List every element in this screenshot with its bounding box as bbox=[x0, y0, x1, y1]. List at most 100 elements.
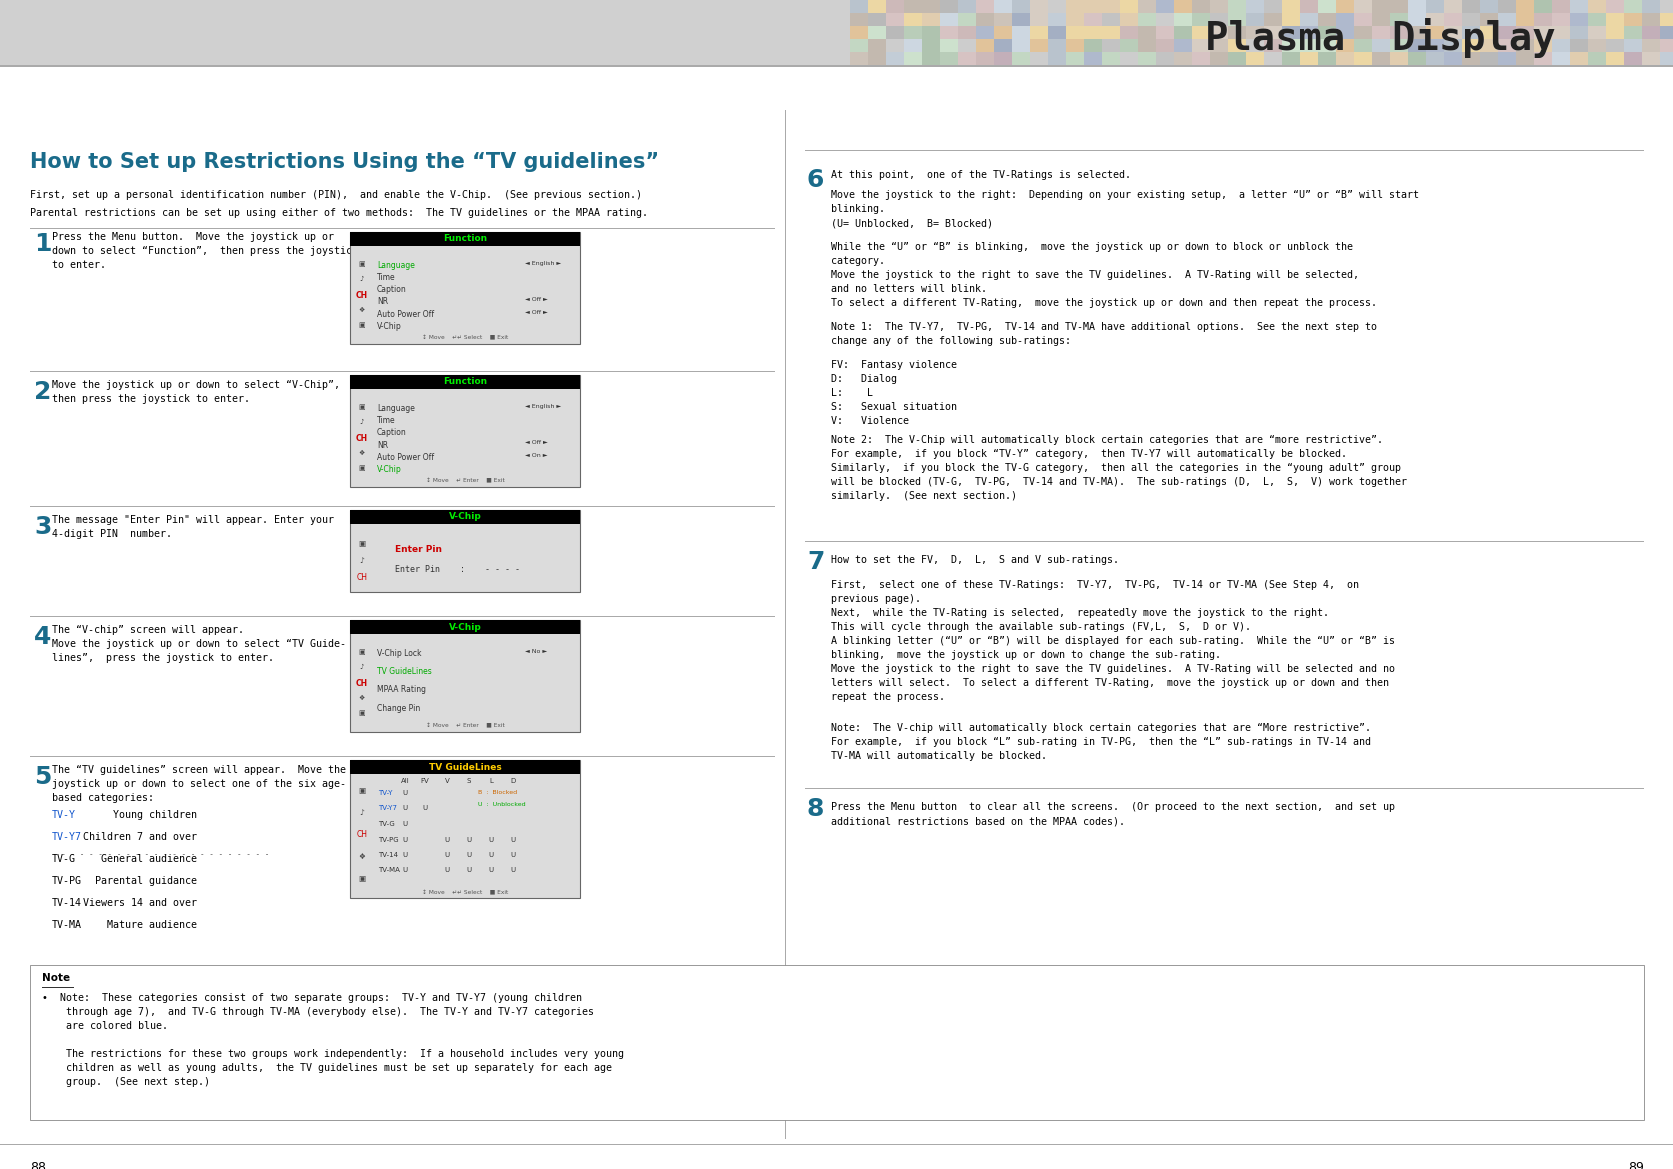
Text: Move the joystick up or down to select “V-Chip”,
then press the joystick to ente: Move the joystick up or down to select “… bbox=[52, 380, 340, 404]
Text: U: U bbox=[402, 867, 407, 873]
Text: U: U bbox=[510, 867, 515, 873]
Bar bbox=[1191, 51, 1210, 65]
Text: The message "Enter Pin" will appear. Enter your
4-digit PIN  number.: The message "Enter Pin" will appear. Ent… bbox=[52, 516, 335, 539]
Bar bbox=[868, 0, 885, 13]
Bar bbox=[1444, 0, 1461, 13]
Bar bbox=[1066, 39, 1084, 51]
Bar bbox=[1066, 0, 1084, 13]
Bar bbox=[1532, 51, 1551, 65]
Bar bbox=[1353, 39, 1372, 51]
Bar bbox=[1300, 51, 1317, 65]
Text: ◄ Off ►: ◄ Off ► bbox=[525, 441, 547, 445]
Text: ↕ Move    ↵ Enter    ■ Exit: ↕ Move ↵ Enter ■ Exit bbox=[425, 477, 504, 482]
Bar bbox=[1551, 39, 1569, 51]
Bar bbox=[1101, 0, 1119, 13]
Bar bbox=[1012, 26, 1029, 39]
Text: At this point,  one of the TV-Ratings is selected.: At this point, one of the TV-Ratings is … bbox=[830, 170, 1131, 180]
Bar bbox=[350, 510, 579, 592]
Bar bbox=[1245, 39, 1263, 51]
Text: Function: Function bbox=[443, 378, 487, 387]
Text: How to Set up Restrictions Using the “TV guidelines”: How to Set up Restrictions Using the “TV… bbox=[30, 152, 659, 172]
Bar bbox=[1389, 13, 1407, 26]
Text: Note:  The V-chip will automatically block certain categories that are “More res: Note: The V-chip will automatically bloc… bbox=[830, 722, 1370, 761]
Bar bbox=[1497, 39, 1516, 51]
Bar bbox=[1156, 26, 1173, 39]
Bar bbox=[1497, 13, 1516, 26]
Bar bbox=[350, 760, 579, 774]
Bar bbox=[922, 13, 940, 26]
Bar bbox=[1641, 13, 1660, 26]
Bar bbox=[957, 0, 975, 13]
Bar bbox=[1660, 51, 1673, 65]
Text: Auto Power Off: Auto Power Off bbox=[376, 310, 433, 319]
Bar bbox=[1604, 51, 1623, 65]
Bar bbox=[1101, 13, 1119, 26]
Text: V-Chip: V-Chip bbox=[376, 465, 402, 473]
Text: ◄ English ►: ◄ English ► bbox=[525, 261, 560, 267]
Bar bbox=[1353, 26, 1372, 39]
Bar bbox=[1461, 13, 1479, 26]
Bar bbox=[1228, 51, 1245, 65]
Bar bbox=[1425, 0, 1444, 13]
Bar bbox=[975, 39, 994, 51]
Text: Enter Pin    :    - - - -: Enter Pin : - - - - bbox=[395, 565, 520, 574]
Bar bbox=[350, 620, 579, 634]
Bar bbox=[885, 13, 903, 26]
Bar bbox=[1479, 0, 1497, 13]
Bar bbox=[1300, 39, 1317, 51]
Text: ♪: ♪ bbox=[360, 664, 365, 670]
Bar bbox=[1138, 26, 1156, 39]
Bar bbox=[850, 51, 868, 65]
Bar bbox=[1407, 39, 1425, 51]
Bar bbox=[1604, 0, 1623, 13]
Bar bbox=[1516, 13, 1532, 26]
Bar bbox=[1479, 51, 1497, 65]
Text: NR: NR bbox=[376, 297, 388, 306]
Text: V-Chip: V-Chip bbox=[448, 623, 482, 631]
Bar bbox=[1425, 51, 1444, 65]
Text: TV-Y7: TV-Y7 bbox=[52, 832, 82, 842]
Bar bbox=[1047, 0, 1066, 13]
Bar bbox=[903, 13, 922, 26]
Text: ▣: ▣ bbox=[358, 261, 365, 267]
Text: TV-Y7: TV-Y7 bbox=[378, 805, 397, 811]
Bar bbox=[1660, 26, 1673, 39]
Text: 4: 4 bbox=[33, 625, 52, 649]
Text: 2: 2 bbox=[33, 380, 52, 404]
Text: ♪: ♪ bbox=[360, 556, 365, 565]
Bar bbox=[1407, 26, 1425, 39]
Bar bbox=[885, 0, 903, 13]
Bar bbox=[1389, 39, 1407, 51]
Bar bbox=[957, 51, 975, 65]
Text: TV GuideLines: TV GuideLines bbox=[428, 762, 502, 772]
Bar bbox=[1156, 13, 1173, 26]
Bar bbox=[940, 26, 957, 39]
Bar bbox=[1407, 51, 1425, 65]
Text: MPAA Rating: MPAA Rating bbox=[376, 685, 425, 694]
Bar bbox=[1425, 26, 1444, 39]
Bar bbox=[994, 26, 1012, 39]
Text: ♪: ♪ bbox=[360, 808, 365, 817]
Text: U  :  Unblocked: U : Unblocked bbox=[478, 802, 525, 807]
Bar bbox=[1300, 0, 1317, 13]
Bar bbox=[1263, 39, 1282, 51]
Bar bbox=[1263, 13, 1282, 26]
Text: D: D bbox=[510, 779, 515, 784]
Text: TV-MA: TV-MA bbox=[378, 867, 400, 873]
Bar bbox=[868, 51, 885, 65]
Bar bbox=[1516, 51, 1532, 65]
Bar bbox=[994, 0, 1012, 13]
Bar bbox=[922, 0, 940, 13]
Text: TV-PG: TV-PG bbox=[378, 837, 398, 843]
Text: Children 7 and over: Children 7 and over bbox=[84, 832, 197, 842]
Bar bbox=[1300, 13, 1317, 26]
Bar bbox=[1012, 39, 1029, 51]
Text: 5: 5 bbox=[33, 765, 52, 789]
Bar bbox=[1282, 13, 1300, 26]
Bar bbox=[30, 964, 1643, 1120]
Bar bbox=[1604, 26, 1623, 39]
Text: General audience: General audience bbox=[100, 855, 197, 864]
Bar bbox=[1084, 13, 1101, 26]
Text: U: U bbox=[510, 852, 515, 858]
Bar bbox=[1029, 13, 1047, 26]
